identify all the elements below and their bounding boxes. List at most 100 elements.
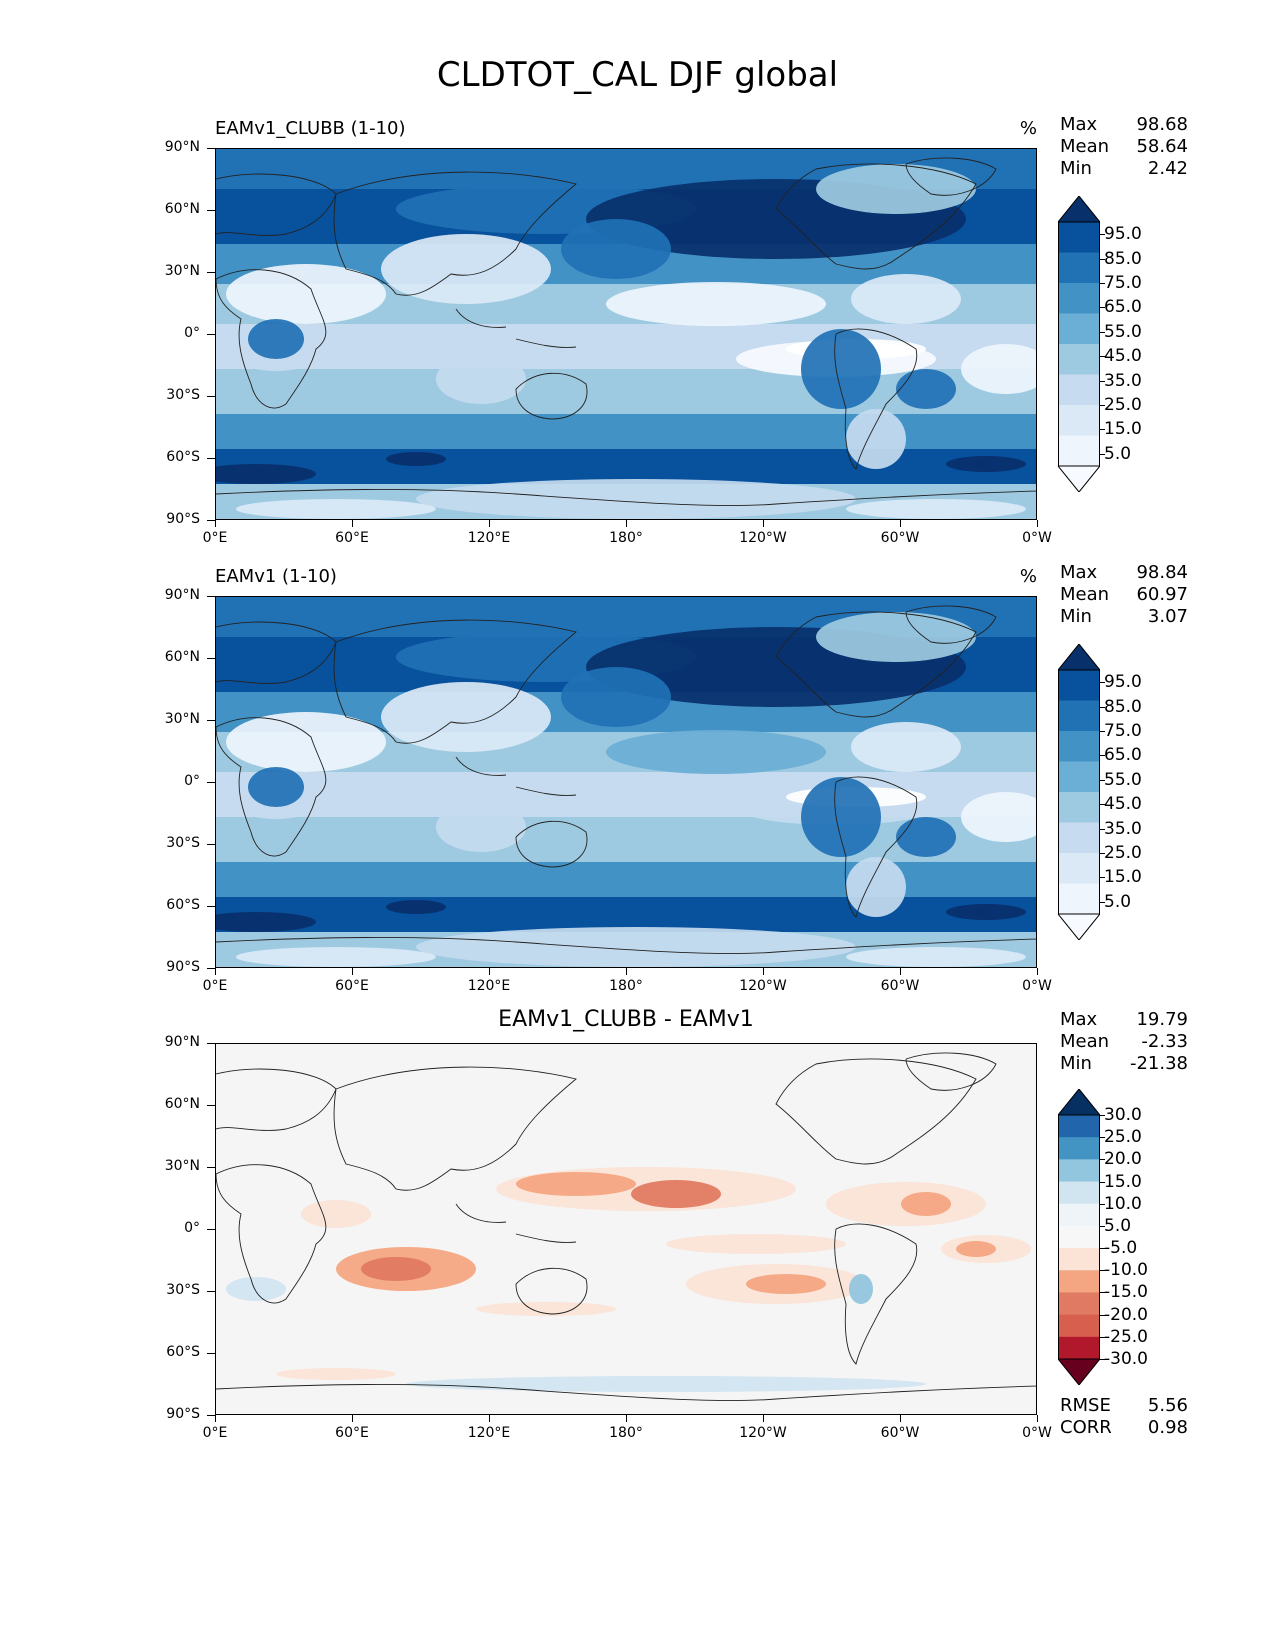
lon-tick-label: 120°E [467,530,511,546]
lon-tick-label: 0°E [202,1425,228,1441]
lon-tick-label: 120°E [467,978,511,994]
panel-title: EAMv1_CLUBB - EAMv1 [498,1007,754,1032]
lat-tick-label: 90°N [164,1034,200,1050]
lon-tick-label: 0°E [202,978,228,994]
metric-label: CORR [1060,1417,1112,1438]
lon-tick [215,968,216,975]
lat-tick-label: 30°S [166,835,200,851]
colorbar-tick [1100,901,1105,903]
lon-tick-label: 0°W [1022,978,1052,994]
lon-tick [215,1415,216,1422]
lon-tick [489,1415,490,1422]
colorbar-tick [1100,380,1105,382]
lat-tick-label: 60°N [164,1096,200,1112]
lon-tick-label: 0°E [202,530,228,546]
colorbar-label: 15.0 [1104,419,1142,440]
lat-tick [207,1353,215,1354]
colorbar-tick [1100,877,1105,879]
stat-value: 98.68 [1136,114,1188,135]
lon-tick-label: 60°E [335,530,369,546]
colorbar-tick [1100,429,1105,431]
stat-value: 58.64 [1136,136,1188,157]
stat-value: -2.33 [1141,1031,1188,1052]
metric-value: 0.98 [1147,1417,1188,1438]
lat-tick [207,1043,215,1044]
lat-tick [207,906,215,907]
colorbar-label: 15.0 [1104,867,1142,888]
lat-tick [207,520,215,521]
stat-label: Min [1060,1053,1092,1074]
stat-row: Max 98.84 [1060,562,1188,584]
lat-tick-label: 60°S [166,1344,200,1360]
colorbar-label: 75.0 [1104,721,1142,741]
stat-row: Min -21.38 [1060,1053,1188,1075]
map-area [215,1043,1037,1415]
stat-row: Mean 58.64 [1060,136,1188,158]
lon-tick-label: 60°W [880,530,920,546]
colorbar-label: -30.0 [1104,1349,1148,1369]
lon-tick-label: 60°E [335,978,369,994]
colorbar [1058,644,1100,940]
stat-row: Max 98.68 [1060,114,1188,136]
colorbar-label: 45.0 [1104,346,1142,367]
colorbar-label: 35.0 [1104,370,1142,391]
colorbar-label: 95.0 [1104,672,1142,693]
lon-tick [1037,1415,1038,1422]
lon-tick [352,1415,353,1422]
colorbar [1058,196,1100,492]
colorbar-label: 65.0 [1104,745,1142,766]
lat-tick [207,1167,215,1168]
lon-tick [900,968,901,975]
colorbar-label: 5.0 [1104,891,1132,912]
stats-box: Max 98.84 Mean 60.97 Min 3.07 [1060,562,1188,628]
colorbar-tick [1100,405,1105,406]
colorbar-label: 95.0 [1104,224,1142,245]
lon-tick-label: 120°W [739,530,787,546]
stat-value: 3.07 [1147,606,1188,627]
stat-row: Mean 60.97 [1060,584,1188,606]
colorbar-tick [1100,1359,1105,1360]
stat-label: Min [1060,606,1092,627]
lon-tick [763,1415,764,1422]
stat-label: Max [1060,1009,1098,1030]
colorbar-tick [1100,234,1105,236]
colorbar-tick [1100,1292,1105,1294]
lat-tick [207,1105,215,1106]
colorbar-tick [1100,779,1105,781]
lat-tick [207,396,215,397]
metric-row: CORR 0.98 [1060,1417,1188,1439]
stat-value: 2.42 [1147,158,1188,179]
colorbar-label: 5.0 [1104,1215,1132,1236]
colorbar-label: 75.0 [1104,273,1142,293]
lon-tick-label: 60°E [335,1425,369,1441]
colorbar-tick [1100,1115,1105,1116]
colorbar-label: 35.0 [1104,818,1142,839]
metric-row: RMSE 5.56 [1060,1395,1188,1417]
colorbar-label: 30.0 [1104,1105,1142,1125]
colorbar-label: 25.0 [1104,395,1142,415]
stat-row: Min 3.07 [1060,606,1188,628]
panel-title: EAMv1_CLUBB (1-10) [215,118,406,139]
lat-tick [207,1291,215,1292]
colorbar-tick [1100,453,1105,455]
colorbar-label: 45.0 [1104,794,1142,815]
colorbar-tick [1100,1137,1105,1139]
metric-label: RMSE [1060,1395,1111,1416]
lon-tick [489,520,490,527]
colorbar-tick [1100,1314,1105,1316]
stat-label: Max [1060,562,1098,583]
colorbar-tick [1100,755,1105,757]
colorbar-tick [1100,283,1105,284]
lon-tick-label: 180° [609,978,643,994]
metric-value: 5.56 [1147,1395,1188,1416]
lon-tick-label: 0°W [1022,1425,1052,1441]
panel-model-clubb: EAMv1_CLUBB (1-10)% 90°N 60°N 30°N 0° 30°S 60°… [0,0,1275,546]
colorbar-tick [1100,1270,1105,1272]
map-area [215,148,1037,520]
colorbar-tick [1100,682,1105,684]
colorbar-label: 10.0 [1104,1193,1142,1214]
stat-label: Min [1060,158,1092,179]
colorbar-tick [1100,706,1105,708]
lat-tick-label: 60°N [164,649,200,665]
lat-tick-label: 30°S [166,387,200,403]
